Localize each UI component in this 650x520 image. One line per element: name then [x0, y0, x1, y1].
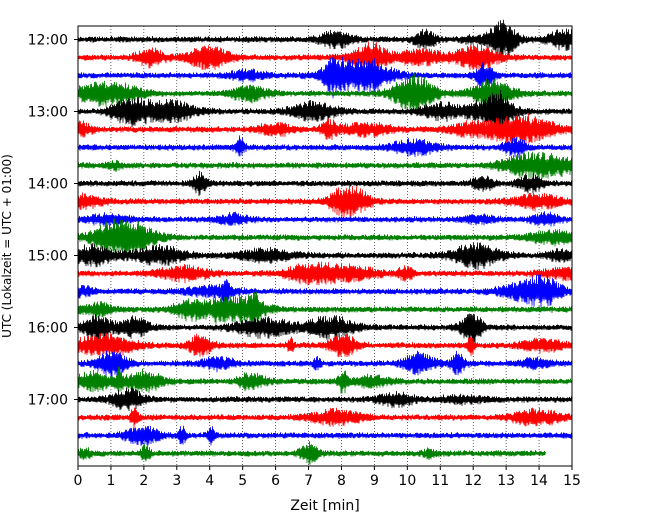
trace-1430 [77, 211, 573, 227]
plot-frame [77, 25, 573, 467]
trace-1600 [77, 313, 573, 346]
trace-1645 [77, 366, 573, 394]
y-tick-label-1: 13:00 [28, 105, 68, 121]
trace-1515 [77, 261, 573, 286]
y-tick-label-2: 14:00 [28, 177, 68, 193]
x-axis-ticks: 0 1 2 3 4 5 6 7 8 9 10 11 12 13 14 15 [74, 466, 581, 489]
trace-1245 [77, 72, 573, 113]
trace-1630 [77, 350, 573, 379]
x-tick-label-9: 9 [370, 473, 379, 489]
y-tick-label-4: 16:00 [28, 321, 68, 337]
trace-1715 [77, 407, 573, 429]
x-tick-label-1: 1 [106, 473, 115, 489]
x-tick-label-0: 0 [74, 473, 83, 489]
x-tick-label-12: 12 [464, 473, 482, 489]
y-tick-label-3: 15:00 [28, 249, 68, 265]
trace-1545 [77, 291, 573, 329]
y-tick-label-5: 17:00 [28, 393, 68, 409]
x-tick-label-7: 7 [304, 473, 313, 489]
trace-1345 [77, 151, 573, 179]
y-tick-label-0: 12:00 [28, 33, 68, 49]
trace-1230 [77, 53, 573, 99]
seismic-traces [77, 19, 573, 465]
trace-1700 [77, 387, 573, 412]
trace-1745 [77, 441, 546, 465]
x-axis-label: Zeit [min] [290, 498, 359, 514]
trace-1215 [77, 41, 573, 74]
trace-1500 [77, 242, 573, 271]
x-tick-label-13: 13 [497, 473, 515, 489]
x-tick-label-11: 11 [431, 473, 449, 489]
x-tick-label-6: 6 [271, 473, 280, 489]
x-tick-label-4: 4 [205, 473, 214, 489]
trace-1615 [77, 332, 573, 358]
x-tick-label-3: 3 [172, 473, 181, 489]
x-tick-label-2: 2 [139, 473, 148, 489]
x-tick-label-15: 15 [563, 473, 581, 489]
x-tick-label-8: 8 [337, 473, 346, 489]
trace-1730 [77, 425, 573, 446]
trace-1415 [77, 185, 573, 218]
trace-1315 [77, 113, 573, 144]
x-tick-label-10: 10 [398, 473, 416, 489]
trace-1200 [77, 19, 573, 59]
x-tick-label-5: 5 [238, 473, 247, 489]
y-axis-label: UTC (Lokalzeit = UTC + 01:00) [0, 154, 14, 338]
trace-1300 [77, 90, 573, 134]
y-axis-ticks: 12:00 13:00 14:00 15:00 16:00 17:00 [28, 33, 78, 409]
x-tick-label-14: 14 [530, 473, 548, 489]
trace-1445 [77, 218, 573, 259]
trace-1400 [77, 170, 573, 197]
trace-1330 [77, 135, 573, 158]
trace-1530 [77, 274, 573, 308]
